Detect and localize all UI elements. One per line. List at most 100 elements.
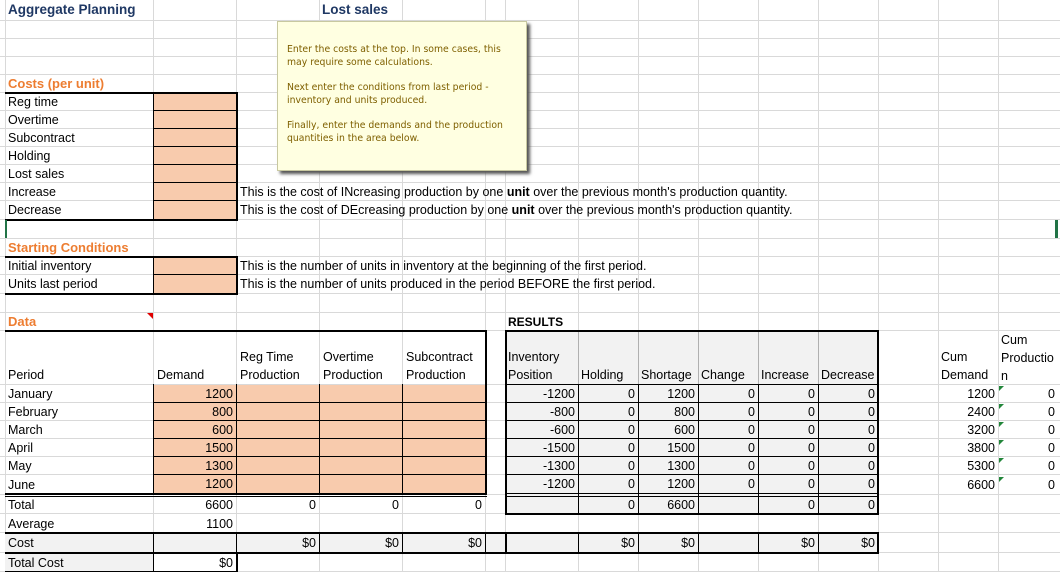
initial-inventory-input[interactable] <box>154 257 236 274</box>
increase-note-bold: unit <box>506 185 530 199</box>
period-header: Period <box>8 368 45 382</box>
holding-cell: 0 <box>628 441 635 455</box>
cost-label-overtime: Overtime <box>8 113 59 127</box>
subcontract-input[interactable] <box>403 457 485 474</box>
decrease-cell: 0 <box>868 405 875 419</box>
increase-cell: 0 <box>808 459 815 473</box>
total-cost-label: Total Cost <box>5 554 153 571</box>
error-indicator-icon[interactable] <box>999 404 1004 409</box>
regtime-input[interactable] <box>237 385 319 402</box>
demand-input[interactable]: 1200 <box>154 385 236 402</box>
inventory-cell: -1300 <box>543 459 575 473</box>
cost-label-increase: Increase <box>8 185 56 199</box>
subcontract-input[interactable] <box>403 475 485 493</box>
increase-total: 0 <box>808 498 815 512</box>
overtime-input[interactable] <box>320 439 402 456</box>
decrease-cell: 0 <box>868 441 875 455</box>
cost-label-reg-time: Reg time <box>8 95 59 109</box>
subcontract-input[interactable] <box>403 439 485 456</box>
demand-input[interactable]: 1500 <box>154 439 236 456</box>
cell-selection-edge-right <box>1055 220 1058 238</box>
cost-spacer <box>486 534 505 552</box>
cost-input-reg-time[interactable] <box>154 93 236 110</box>
subcontract-input[interactable] <box>403 403 485 420</box>
units-last-period-input[interactable] <box>154 275 236 293</box>
overtime-input[interactable] <box>320 421 402 438</box>
decrease-note: This is the cost of DEcreasing productio… <box>237 201 795 219</box>
subcontract-input[interactable] <box>403 421 485 438</box>
regtime-input[interactable] <box>237 475 319 493</box>
starting-conditions-heading: Starting Conditions <box>8 240 129 255</box>
error-indicator-icon[interactable] <box>999 477 1004 482</box>
cum-demand-header-line1: Cum <box>941 350 968 364</box>
regtime-header: Reg Time Production <box>237 348 303 384</box>
increase-cell: 0 <box>808 387 815 401</box>
cum-demand-cell: 3200 <box>967 423 995 437</box>
cost-input-lost-sales[interactable] <box>154 165 236 182</box>
overtime-header-line2: Production <box>323 368 383 382</box>
decrease-header: Decrease <box>821 368 875 382</box>
holding-header: Holding <box>581 368 624 382</box>
cost-input-holding[interactable] <box>154 147 236 164</box>
overtime-input[interactable] <box>320 457 402 474</box>
inventory-cell: -800 <box>549 405 575 419</box>
decrease-cell: 0 <box>868 387 875 401</box>
cum-production-cell: 0 <box>1048 441 1055 455</box>
total-regtime: 0 <box>309 498 316 512</box>
cost-input-overtime[interactable] <box>154 111 236 128</box>
regtime-input[interactable] <box>237 421 319 438</box>
cost-demand <box>154 534 236 552</box>
error-indicator-icon[interactable] <box>999 458 1004 463</box>
results-body-bg <box>507 385 877 514</box>
holding-cost: $0 <box>621 536 635 550</box>
increase-note-text-end: over the previous month's production qua… <box>529 185 788 199</box>
cost-input-increase[interactable] <box>154 183 236 200</box>
subcontract-input[interactable] <box>403 385 485 402</box>
error-indicator-icon[interactable] <box>999 386 1004 391</box>
demand-input[interactable]: 600 <box>154 421 236 438</box>
shortage-cell: 1200 <box>667 477 695 491</box>
cum-prod-header-line3: n <box>1001 369 1008 383</box>
error-indicator-icon[interactable] <box>999 440 1004 445</box>
data-heading: Data <box>8 314 37 329</box>
results-heading: RESULTS <box>508 315 564 329</box>
cost-label-subcontract: Subcontract <box>8 131 75 145</box>
inventory-cell: -1200 <box>543 387 575 401</box>
sheet-title: Aggregate Planning <box>8 2 136 17</box>
decrease-note-text-end: over the previous month's production qua… <box>534 203 793 217</box>
cost-input-subcontract[interactable] <box>154 129 236 146</box>
cost-regtime: $0 <box>237 534 319 552</box>
change-cell: 0 <box>748 405 755 419</box>
holding-cell: 0 <box>628 423 635 437</box>
regtime-input[interactable] <box>237 439 319 456</box>
error-indicator-icon[interactable] <box>999 422 1004 427</box>
comment-indicator-icon[interactable] <box>147 313 153 319</box>
overtime-input[interactable] <box>320 475 402 493</box>
cost-input-decrease[interactable] <box>154 201 236 219</box>
initial-inventory-label: Initial inventory <box>8 259 92 273</box>
initial-inventory-note: This is the number of units in inventory… <box>240 259 647 273</box>
increase-cell: 0 <box>808 405 815 419</box>
holding-cell: 0 <box>628 387 635 401</box>
total-subcontract: 0 <box>475 498 482 512</box>
overtime-input[interactable] <box>320 385 402 402</box>
holding-cell: 0 <box>628 405 635 419</box>
regtime-input[interactable] <box>237 403 319 420</box>
demand-input[interactable]: 1300 <box>154 457 236 474</box>
decrease-note-text: This is the cost of DEcreasing productio… <box>240 203 512 217</box>
regtime-input[interactable] <box>237 457 319 474</box>
inventory-position-header: Inventory Position <box>505 348 562 384</box>
subcontract-header: Subcontract Production <box>403 348 476 384</box>
cum-demand-cell: 5300 <box>967 459 995 473</box>
demand-input[interactable]: 1200 <box>154 475 236 493</box>
overtime-input[interactable] <box>320 403 402 420</box>
cum-production-header: Cum Productio n <box>998 331 1057 385</box>
decrease-total: 0 <box>868 498 875 512</box>
holding-cell: 0 <box>628 459 635 473</box>
cum-prod-header-line1: Cum <box>1001 333 1028 347</box>
shortage-cell: 600 <box>674 423 695 437</box>
holding-total: 0 <box>628 498 635 512</box>
increase-header: Increase <box>761 368 809 382</box>
increase-note-text: This is the cost of INcreasing productio… <box>240 185 507 199</box>
demand-input[interactable]: 800 <box>154 403 236 420</box>
